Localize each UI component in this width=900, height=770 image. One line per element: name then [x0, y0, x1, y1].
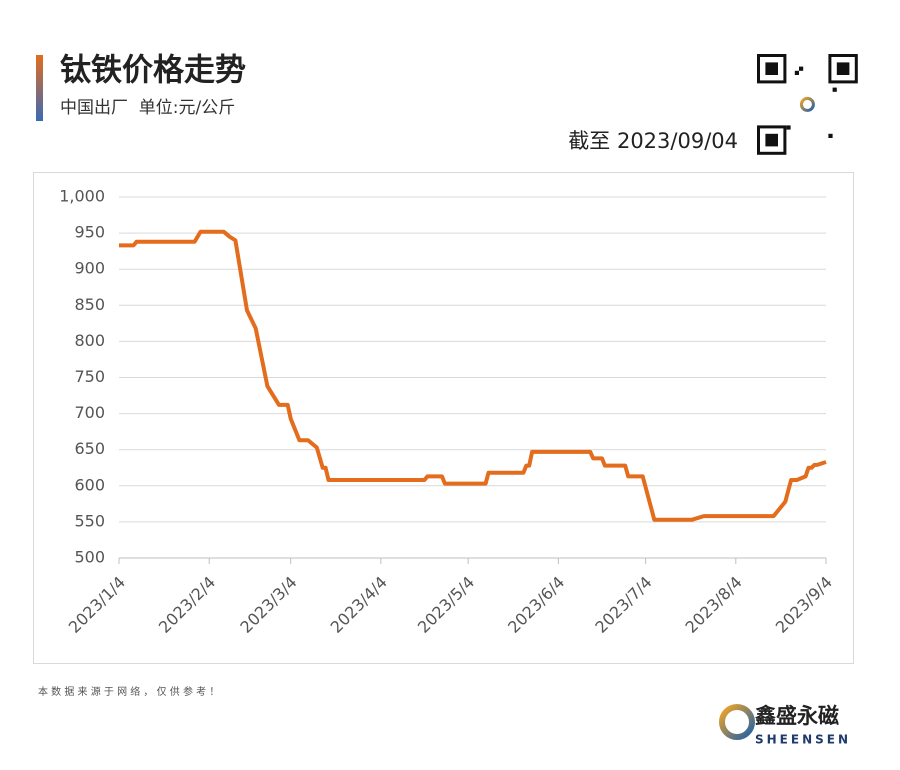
brand-name: 鑫盛永磁 — [754, 704, 839, 728]
qr-finder — [836, 62, 850, 75]
title: 钛铁价格走势 — [60, 53, 246, 89]
x-tick-label: 2023/7/4 — [591, 573, 655, 637]
qr-finder — [757, 54, 787, 84]
x-tick-label: 2023/2/4 — [155, 573, 219, 637]
subtitle: 中国出厂 单位:元/公斤 — [60, 98, 235, 118]
qr-cell — [828, 133, 833, 138]
qr-cell — [786, 125, 791, 130]
y-tick-label: 900 — [74, 259, 105, 278]
chart-frame — [33, 172, 854, 664]
qr-cell — [794, 70, 799, 75]
y-tick-label: 850 — [74, 295, 105, 314]
source-note: 本 数 据 来 源 于 网 络 ， 仅 供 参 考 ！ — [38, 685, 219, 698]
x-tick-label: 2023/9/4 — [772, 573, 836, 637]
y-tick-label: 700 — [74, 403, 105, 422]
y-tick-label: 600 — [74, 475, 105, 494]
y-tick-label: 800 — [74, 331, 105, 350]
qr-code — [757, 54, 858, 155]
x-tick-label: 2023/8/4 — [682, 573, 746, 637]
qr-finder — [765, 133, 778, 147]
data-line — [119, 229, 827, 522]
qr-cell — [799, 66, 804, 71]
x-tick-label: 2023/3/4 — [236, 573, 300, 637]
qr-finder — [757, 125, 787, 155]
qr-finder — [828, 54, 858, 84]
x-tick-label: 2023/1/4 — [65, 573, 129, 637]
x-tick-label: 2023/6/4 — [504, 573, 568, 637]
y-tick-label: 550 — [74, 511, 105, 530]
brand-name-en: SHEENSEN — [755, 733, 851, 747]
y-tick-label: 650 — [74, 439, 105, 458]
as-of-date: 截至 2023/09/04 — [568, 129, 738, 153]
y-tick-label: 1,000 — [59, 187, 105, 206]
qr-logo — [799, 96, 815, 112]
qr-finder — [765, 62, 778, 75]
title-accent — [36, 55, 43, 121]
brand-logo — [719, 704, 755, 740]
x-tick-label: 2023/4/4 — [327, 573, 391, 637]
y-tick-label: 500 — [74, 548, 105, 567]
x-tick-label: 2023/5/4 — [414, 573, 478, 637]
y-tick-label: 950 — [74, 223, 105, 242]
y-tick-label: 750 — [74, 367, 105, 386]
qr-cell — [832, 87, 837, 92]
